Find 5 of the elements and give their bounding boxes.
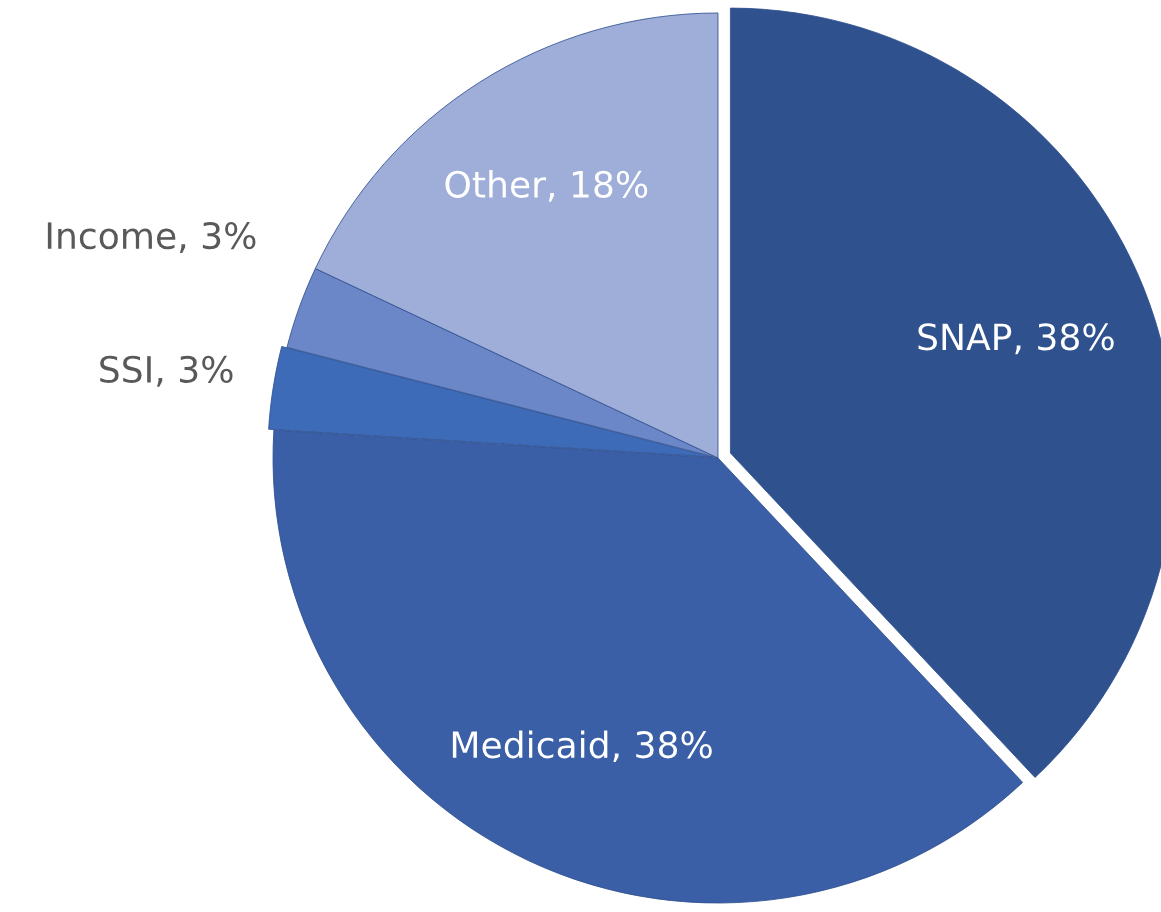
slice-label: SNAP, 38% bbox=[918, 323, 1114, 355]
slice-label: Income, 3% bbox=[47, 221, 256, 253]
slice-label: Other, 18% bbox=[445, 170, 648, 202]
slice-label: SSI, 3% bbox=[100, 355, 233, 387]
slice-label: Medicaid, 38% bbox=[452, 730, 712, 763]
